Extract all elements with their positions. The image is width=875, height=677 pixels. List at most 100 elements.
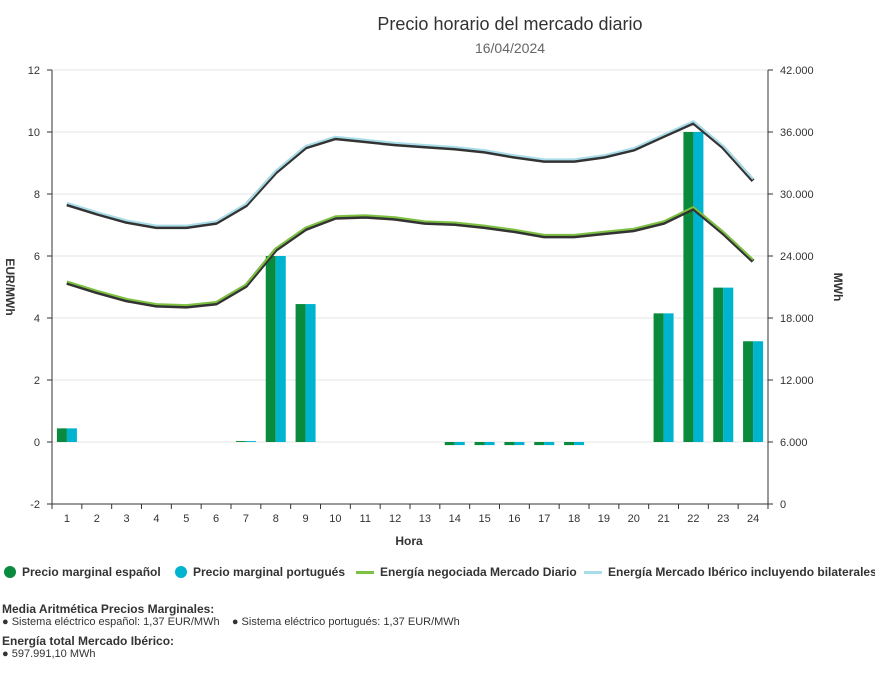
bar bbox=[56, 428, 67, 442]
x-tick-label: 18 bbox=[568, 513, 580, 525]
y2-tick-label: 30.000 bbox=[780, 189, 814, 201]
bar bbox=[305, 304, 316, 442]
bar bbox=[564, 442, 575, 446]
y-axis-title: EUR/MWh bbox=[3, 258, 17, 315]
left-axis-ticks: -2 0 2 4 6 8 10 12 bbox=[28, 65, 52, 511]
chart-title: Precio horario del mercado diario bbox=[377, 14, 642, 34]
legend-item-portuguese-price[interactable]: Precio marginal portugués bbox=[175, 565, 345, 579]
y2-tick-label: 18.000 bbox=[780, 313, 814, 325]
chart: Precio horario del mercado diario 16/04/… bbox=[3, 14, 845, 548]
lines-layer bbox=[66, 120, 755, 309]
y2-tick-label: 36.000 bbox=[780, 127, 814, 139]
x-tick-label: 1 bbox=[64, 513, 70, 525]
bar bbox=[723, 287, 734, 442]
bar bbox=[265, 256, 276, 442]
legend-item-spanish-price[interactable]: Precio marginal español bbox=[4, 565, 161, 579]
x-tick-label: 15 bbox=[478, 513, 490, 525]
bar bbox=[743, 341, 754, 442]
x-tick-label: 12 bbox=[389, 513, 401, 525]
bar bbox=[484, 442, 495, 446]
spanish-price: Sistema eléctrico español: 1,37 EUR/MWh bbox=[11, 616, 220, 628]
series-line-shadow bbox=[66, 120, 755, 230]
bar bbox=[245, 441, 256, 442]
bar bbox=[653, 313, 664, 442]
y2-tick-label: 24.000 bbox=[780, 251, 814, 263]
y2-tick-label: 12.000 bbox=[780, 375, 814, 387]
bar bbox=[534, 442, 545, 446]
bar bbox=[544, 442, 555, 446]
x-tick-label: 17 bbox=[538, 513, 550, 525]
x-tick-label: 19 bbox=[598, 513, 610, 525]
bar bbox=[295, 304, 306, 442]
bar bbox=[504, 442, 515, 446]
bullet-icon: ● bbox=[2, 616, 9, 628]
bar bbox=[66, 428, 77, 442]
y2-tick-label: 6.000 bbox=[780, 437, 808, 449]
x-tick-label: 10 bbox=[329, 513, 341, 525]
x-tick-label: 5 bbox=[183, 513, 189, 525]
bar bbox=[713, 287, 724, 442]
bullet-icon: ● bbox=[231, 616, 239, 628]
energy-heading: Energía total Mercado Ibérico: bbox=[2, 634, 175, 648]
bar bbox=[683, 132, 694, 442]
y2-tick-label: 42.000 bbox=[780, 65, 814, 77]
lightblue-line-icon bbox=[584, 570, 602, 574]
green-line-icon bbox=[356, 570, 374, 574]
y-tick-label: 4 bbox=[34, 313, 40, 325]
bar bbox=[693, 132, 704, 442]
bar bbox=[474, 442, 485, 446]
x-tick-label: 4 bbox=[153, 513, 159, 525]
y-tick-label: 0 bbox=[34, 437, 40, 449]
series-line-shadow bbox=[66, 206, 755, 309]
legend-label: Precio marginal portugués bbox=[193, 565, 346, 579]
legend-label: Precio marginal español bbox=[22, 565, 161, 579]
summary-panel: Media Aritmética Precios Marginales: ● S… bbox=[2, 601, 460, 661]
y-tick-label: 2 bbox=[34, 375, 40, 387]
x-tick-label: 11 bbox=[360, 513, 371, 525]
chart-subtitle: 16/04/2024 bbox=[475, 40, 545, 56]
bar bbox=[454, 442, 465, 446]
x-tick-label: 13 bbox=[419, 513, 431, 525]
legend: Precio marginal español Precio marginal … bbox=[0, 565, 875, 587]
bar bbox=[574, 442, 585, 446]
bar bbox=[235, 441, 246, 442]
energy-values: ● 597.991,10 MWh bbox=[2, 648, 460, 661]
bar bbox=[275, 256, 286, 442]
legend-item-daily-market-energy[interactable]: Energía negociada Mercado Diario bbox=[356, 565, 577, 579]
y2-tick-label: 0 bbox=[780, 499, 786, 511]
x-tick-label: 7 bbox=[243, 513, 249, 525]
legend-item-iberian-energy[interactable]: Energía Mercado Ibérico incluyendo bilat… bbox=[584, 565, 875, 579]
series-line bbox=[66, 206, 754, 307]
x-tick-label: 6 bbox=[213, 513, 219, 525]
x-tick-label: 24 bbox=[747, 513, 759, 525]
x-tick-label: 16 bbox=[508, 513, 520, 525]
bar bbox=[753, 341, 764, 442]
x-tick-label: 21 bbox=[657, 513, 669, 525]
price-values: ● Sistema eléctrico español: 1,37 EUR/MW… bbox=[2, 616, 460, 629]
cyan-dot-icon bbox=[175, 566, 187, 578]
y-tick-label: 8 bbox=[34, 189, 40, 201]
x-tick-label: 3 bbox=[124, 513, 130, 525]
price-heading: Media Aritmética Precios Marginales: bbox=[2, 602, 215, 616]
portuguese-price: Sistema eléctrico portugués: 1,37 EUR/MW… bbox=[241, 616, 460, 628]
y-tick-label: 12 bbox=[28, 65, 40, 77]
legend-label: Energía negociada Mercado Diario bbox=[380, 565, 577, 579]
right-axis-ticks: 0 6.000 12.000 18.000 24.000 30.000 36.000 42.0… bbox=[768, 65, 814, 511]
x-axis-title: Hora bbox=[395, 534, 423, 548]
energy-total: 597.991,10 MWh bbox=[11, 648, 96, 660]
x-tick-label: 9 bbox=[303, 513, 309, 525]
series-line bbox=[66, 120, 754, 227]
x-tick-label: 2 bbox=[94, 513, 100, 525]
bar bbox=[444, 442, 455, 446]
green-dot-icon bbox=[4, 566, 16, 578]
bars-layer bbox=[56, 132, 764, 446]
y-tick-label: 10 bbox=[28, 127, 40, 139]
x-tick-label: 22 bbox=[687, 513, 699, 525]
x-axis-ticks: 1 2 3 4 5 6 7 8 9 10 11 12 13 14 15 16 17 18 19 20 21 22 23 24 bbox=[51, 504, 769, 525]
x-tick-label: 8 bbox=[273, 513, 279, 525]
bullet-icon: ● bbox=[2, 648, 9, 660]
bar bbox=[663, 313, 674, 442]
bar bbox=[514, 442, 525, 446]
x-tick-label: 14 bbox=[449, 513, 461, 525]
x-tick-label: 20 bbox=[628, 513, 640, 525]
